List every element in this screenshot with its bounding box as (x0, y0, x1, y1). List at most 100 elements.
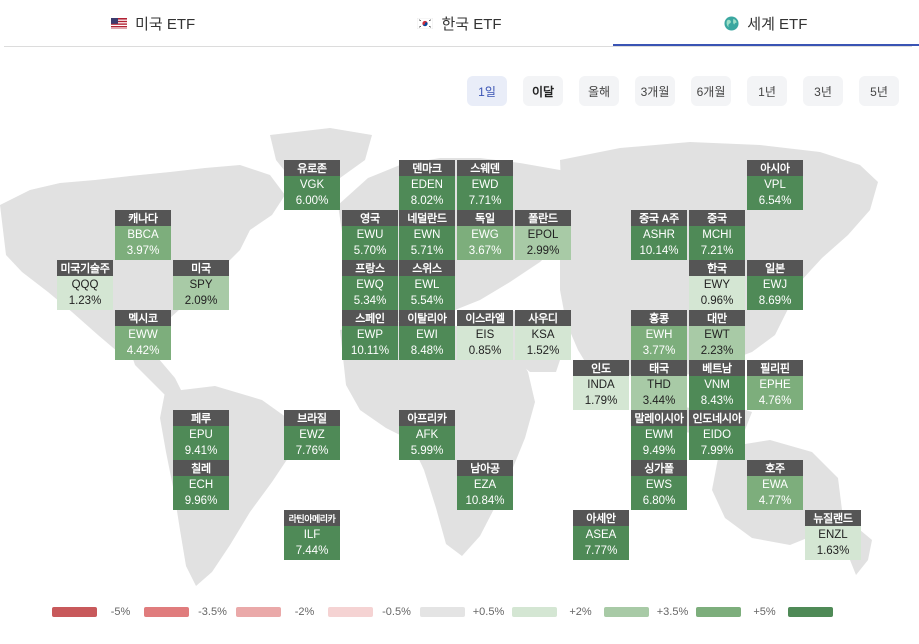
legend-item: -5% (52, 606, 144, 618)
etf-tile-ewl[interactable]: 스위스 EWL 5.54% (399, 260, 455, 310)
tab-world-etf[interactable]: 세계 ETF (612, 0, 919, 46)
etf-tile-ewn[interactable]: 네덜란드 EWN 5.71% (399, 210, 455, 260)
etf-tile-name: 폴란드 (515, 210, 571, 226)
etf-tile-name: 필리핀 (747, 360, 803, 376)
etf-tile-eido[interactable]: 인도네시아 EIDO 7.99% (689, 410, 745, 460)
etf-tile-vpl[interactable]: 아시아 VPL 6.54% (747, 160, 803, 210)
etf-tile-ewu[interactable]: 영국 EWU 5.70% (342, 210, 398, 260)
etf-tile-vgk[interactable]: 유로존 VGK 6.00% (284, 160, 340, 210)
etf-tile-qqq[interactable]: 미국기술주 QQQ 1.23% (57, 260, 113, 310)
etf-ticker: EWW (128, 329, 158, 341)
legend-item: +3.5% (604, 606, 696, 618)
legend-swatch (236, 607, 281, 617)
etf-tile-ksa[interactable]: 사우디 KSA 1.52% (515, 310, 571, 360)
etf-tile-body: EWP 10.11% (342, 326, 398, 360)
etf-tile-body: EWN 5.71% (399, 226, 455, 260)
etf-change: 0.96% (700, 295, 734, 307)
etf-tile-eww[interactable]: 멕시코 EWW 4.42% (115, 310, 171, 360)
etf-tile-body: EWL 5.54% (399, 276, 455, 310)
tab-us-etf[interactable]: 미국 ETF (0, 0, 306, 46)
etf-tile-ephe[interactable]: 필리핀 EPHE 4.76% (747, 360, 803, 410)
etf-tile-afk[interactable]: 아프리카 AFK 5.99% (399, 410, 455, 460)
etf-ticker: EWY (703, 279, 731, 291)
etf-ticker: EWT (704, 329, 730, 341)
etf-tile-body: VGK 6.00% (284, 176, 340, 210)
etf-tile-epu[interactable]: 페루 EPU 9.41% (173, 410, 229, 460)
etf-tile-name: 네덜란드 (399, 210, 455, 226)
tabs-divider (4, 46, 912, 47)
period-ytd-button[interactable]: 올해 (579, 76, 619, 106)
etf-tile-ewt[interactable]: 대만 EWT 2.23% (689, 310, 745, 360)
etf-tile-body: ASEA 7.77% (573, 526, 629, 560)
etf-tile-body: EPOL 2.99% (515, 226, 571, 260)
etf-tile-spy[interactable]: 미국 SPY 2.09% (173, 260, 229, 310)
legend-swatch (512, 607, 557, 617)
etf-tile-eis[interactable]: 이스라엘 EIS 0.85% (457, 310, 513, 360)
etf-tile-ewq[interactable]: 프랑스 EWQ 5.34% (342, 260, 398, 310)
period-mtd-button[interactable]: 이달 (523, 76, 563, 106)
etf-tile-bbca[interactable]: 캐나다 BBCA 3.97% (115, 210, 171, 260)
etf-change: 10.14% (639, 245, 679, 257)
period-5y-button[interactable]: 5년 (859, 76, 899, 106)
etf-tile-ewj[interactable]: 일본 EWJ 8.69% (747, 260, 803, 310)
etf-tile-ews[interactable]: 싱가폴 EWS 6.80% (631, 460, 687, 510)
etf-tile-name: 이스라엘 (457, 310, 513, 326)
etf-ticker: VGK (299, 179, 325, 191)
etf-tile-ewh[interactable]: 홍콩 EWH 3.77% (631, 310, 687, 360)
etf-ticker: VPL (764, 179, 786, 191)
period-3m-button[interactable]: 3개월 (635, 76, 675, 106)
etf-tile-ewz[interactable]: 브라질 EWZ 7.76% (284, 410, 340, 460)
etf-tile-ewp[interactable]: 스페인 EWP 10.11% (342, 310, 398, 360)
etf-tile-inda[interactable]: 인도 INDA 1.79% (573, 360, 629, 410)
legend-label: +3.5% (656, 606, 689, 618)
etf-tile-ashr[interactable]: 중국 A주 ASHR 10.14% (631, 210, 687, 260)
etf-tile-body: EIDO 7.99% (689, 426, 745, 460)
etf-ticker: AFK (415, 429, 439, 441)
etf-tile-epol[interactable]: 폴란드 EPOL 2.99% (515, 210, 571, 260)
period-1y-button[interactable]: 1년 (747, 76, 787, 106)
etf-tile-eden[interactable]: 덴마크 EDEN 8.02% (399, 160, 455, 210)
etf-tile-ewi[interactable]: 이탈리아 EWI 8.48% (399, 310, 455, 360)
etf-tile-eza[interactable]: 남아공 EZA 10.84% (457, 460, 513, 510)
etf-tile-ewy[interactable]: 한국 EWY 0.96% (689, 260, 745, 310)
legend-item (788, 607, 833, 617)
etf-change: 6.80% (642, 495, 676, 507)
etf-tile-body: EWM 9.49% (631, 426, 687, 460)
etf-ticker: ASEA (585, 529, 617, 541)
etf-tile-body: EWI 8.48% (399, 326, 455, 360)
etf-ticker: ECH (188, 479, 214, 491)
period-1d-button[interactable]: 1일 (467, 76, 507, 106)
etf-tile-name: 스페인 (342, 310, 398, 326)
etf-tile-ewm[interactable]: 말레이시아 EWM 9.49% (631, 410, 687, 460)
etf-tile-body: EWA 4.77% (747, 476, 803, 510)
etf-tile-thd[interactable]: 태국 THD 3.44% (631, 360, 687, 410)
etf-tile-body: EWH 3.77% (631, 326, 687, 360)
etf-tile-body: EIS 0.85% (457, 326, 513, 360)
etf-tile-ilf[interactable]: 라틴아메리카 ILF 7.44% (284, 510, 340, 560)
tab-world-etf-label: 세계 ETF (747, 15, 808, 33)
etf-ticker: EWU (356, 229, 384, 241)
etf-tile-ewg[interactable]: 독일 EWG 3.67% (457, 210, 513, 260)
etf-tile-asea[interactable]: 아세안 ASEA 7.77% (573, 510, 629, 560)
etf-tile-name: 인도 (573, 360, 629, 376)
etf-tile-vnm[interactable]: 베트남 VNM 8.43% (689, 360, 745, 410)
legend-swatch (144, 607, 189, 617)
etf-tile-ewd[interactable]: 스웨덴 EWD 7.71% (457, 160, 513, 210)
period-3y-button[interactable]: 3년 (803, 76, 843, 106)
etf-tile-body: ECH 9.96% (173, 476, 229, 510)
etf-tile-body: EWD 7.71% (457, 176, 513, 210)
etf-change: 2.09% (184, 295, 218, 307)
etf-tile-ech[interactable]: 칠레 ECH 9.96% (173, 460, 229, 510)
etf-tile-name: 호주 (747, 460, 803, 476)
etf-tile-ewa[interactable]: 호주 EWA 4.77% (747, 460, 803, 510)
etf-change: 9.41% (184, 445, 218, 457)
etf-change: 7.99% (700, 445, 734, 457)
etf-change: 6.00% (295, 195, 329, 207)
etf-tile-mchi[interactable]: 중국 MCHI 7.21% (689, 210, 745, 260)
etf-tile-enzl[interactable]: 뉴질랜드 ENZL 1.63% (805, 510, 861, 560)
period-6m-button[interactable]: 6개월 (691, 76, 731, 106)
etf-tile-name: 중국 A주 (631, 210, 687, 226)
etf-tile-name: 유로존 (284, 160, 340, 176)
etf-change: 7.76% (295, 445, 329, 457)
tab-kr-etf[interactable]: 한국 ETF (306, 0, 612, 46)
